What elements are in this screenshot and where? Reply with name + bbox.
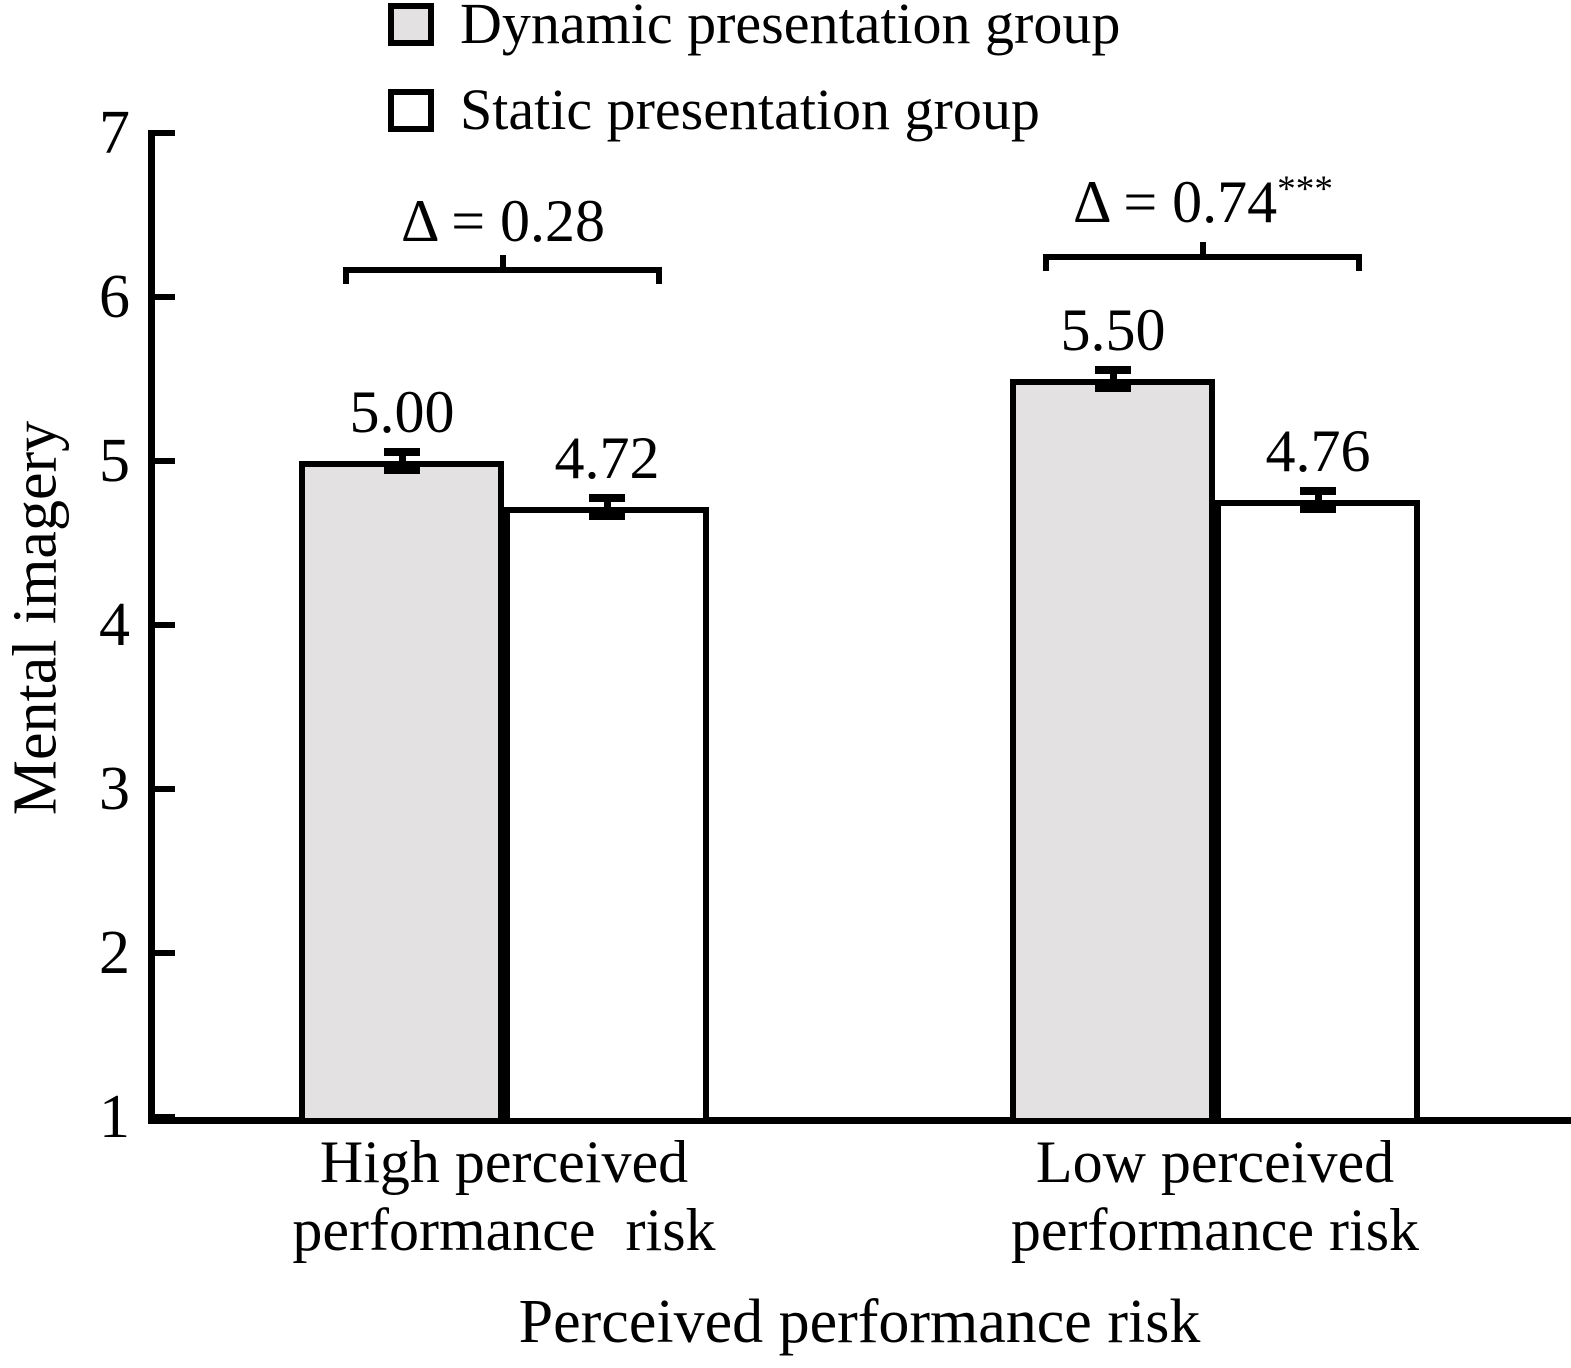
y-tick-label: 2 xyxy=(99,919,130,987)
y-tick-mark xyxy=(148,458,175,464)
bracket-center-tick xyxy=(500,255,506,273)
error-bar-cap-top xyxy=(1095,366,1131,374)
error-bar-line xyxy=(604,494,611,520)
bracket-end-left xyxy=(343,267,349,284)
bracket-end-left xyxy=(1043,254,1049,271)
y-tick-mark xyxy=(148,786,175,792)
bar-dynamic-group2 xyxy=(1010,379,1215,1124)
error-bar-line xyxy=(1315,487,1322,513)
error-bar-line xyxy=(399,448,406,474)
legend-swatch-static xyxy=(388,89,434,132)
bracket-center-tick xyxy=(1200,242,1206,260)
y-tick-label: 5 xyxy=(99,427,130,495)
error-bar-cap-top xyxy=(589,494,625,502)
y-tick-label: 3 xyxy=(99,755,130,823)
x-axis-line xyxy=(148,1117,1571,1124)
bracket-end-right xyxy=(1356,254,1362,271)
category-label: High perceived performance risk xyxy=(184,1128,824,1264)
error-bar-cap-top xyxy=(1300,487,1336,495)
bracket-end-right xyxy=(656,267,662,284)
error-bar-line xyxy=(1110,366,1117,392)
y-tick-label: 1 xyxy=(99,1083,130,1151)
delta-annotation: Δ = 0.74*** xyxy=(1073,169,1333,235)
legend-label-dynamic: Dynamic presentation group xyxy=(460,0,1121,56)
bar-value-label: 5.00 xyxy=(349,379,455,445)
error-bar-cap-bottom xyxy=(1300,505,1336,513)
y-tick-mark xyxy=(148,1114,175,1120)
bar-value-label: 4.72 xyxy=(554,425,660,491)
category-label-line: performance risk xyxy=(292,1197,716,1263)
error-bar-cap-bottom xyxy=(589,512,625,520)
y-tick-label: 7 xyxy=(99,99,130,167)
legend-swatch-dynamic xyxy=(388,3,434,46)
bar-dynamic-group1 xyxy=(299,461,504,1124)
y-tick-mark xyxy=(148,950,175,956)
x-axis-title: Perceived performance risk xyxy=(518,1288,1201,1356)
error-bar-cap-bottom xyxy=(384,466,420,474)
bar-static-group1 xyxy=(504,507,709,1124)
category-label-line: Low perceived xyxy=(1035,1129,1395,1195)
y-axis-line xyxy=(148,133,155,1124)
legend-label-static: Static presentation group xyxy=(460,77,1040,142)
category-label-line: performance risk xyxy=(1010,1197,1420,1263)
delta-annotation: Δ = 0.28 xyxy=(400,188,606,254)
y-tick-mark xyxy=(148,130,175,136)
category-label: Low perceived performance risk xyxy=(895,1128,1535,1264)
y-tick-mark xyxy=(148,622,175,628)
bar-value-label: 5.50 xyxy=(1060,297,1166,363)
y-tick-mark xyxy=(148,294,175,300)
y-tick-label: 6 xyxy=(99,263,130,331)
error-bar-cap-bottom xyxy=(1095,384,1131,392)
bar-static-group2 xyxy=(1215,500,1420,1124)
error-bar-cap-top xyxy=(384,448,420,456)
bar-value-label: 4.76 xyxy=(1265,418,1371,484)
y-tick-label: 4 xyxy=(99,591,130,659)
category-label-line: High perceived xyxy=(319,1129,689,1195)
